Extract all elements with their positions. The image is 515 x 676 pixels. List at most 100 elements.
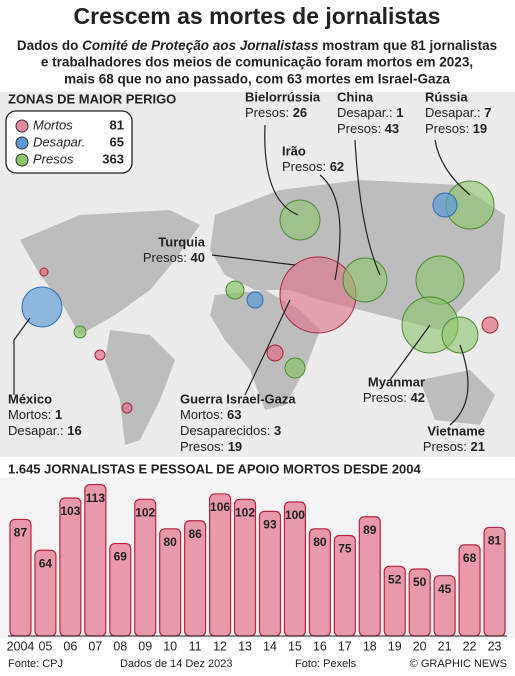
bar-value-label: 75	[338, 542, 352, 556]
subtitle: e trabalhadores dos meios de comunicação…	[41, 55, 473, 70]
callout-line: Presos: 21	[423, 439, 485, 454]
callout-line: Desaparecidos: 3	[180, 423, 281, 438]
bar-value-label: 86	[188, 527, 202, 541]
bar-value-label: 103	[60, 504, 80, 518]
bar	[59, 497, 82, 637]
callout-value: 19	[228, 439, 242, 454]
bubble	[415, 255, 465, 305]
callout-value: 62	[330, 159, 344, 174]
south-america	[105, 330, 175, 445]
callout-label: Presos:	[363, 390, 411, 405]
leader-lines	[13, 124, 471, 426]
x-tick-label: 06	[63, 639, 77, 653]
callout-value: 42	[411, 390, 425, 405]
x-tick-label: 2004	[7, 639, 35, 653]
x-tick-label: 09	[138, 639, 152, 653]
bubble	[94, 349, 106, 361]
callout-name: México	[8, 391, 52, 406]
callout-value: 7	[484, 105, 491, 120]
x-tick-label: 23	[488, 639, 502, 653]
bubble	[284, 357, 306, 379]
bubble	[432, 192, 458, 218]
callout-value: 21	[471, 439, 485, 454]
callout-label: Desaparecidos:	[180, 423, 274, 438]
legend-box	[5, 110, 133, 174]
bubble	[279, 199, 321, 241]
callout-line: Presos: 19	[425, 121, 487, 136]
north-america	[20, 210, 200, 335]
x-tick-label: 08	[113, 639, 127, 653]
credit: © GRAPHIC NEWS	[410, 658, 507, 670]
x-tick-label: 10	[163, 639, 177, 653]
legend-value: 363	[102, 151, 124, 166]
callout-label: Presos:	[337, 121, 385, 136]
subtitle: Dados do Comité de Proteção aos Jornalis…	[17, 38, 497, 53]
australia	[420, 370, 495, 425]
subtitle-part: mostram que 81 jornalistas	[319, 38, 498, 53]
legend-label: Mortos	[33, 117, 73, 132]
bar	[84, 483, 107, 637]
photo-credit: Foto: Pexels	[295, 658, 357, 670]
callout-label: Presos:	[180, 439, 228, 454]
callout-line: Presos: 26	[245, 105, 307, 120]
legend-label: Desapar.	[33, 134, 85, 149]
x-tick-label: 17	[338, 639, 352, 653]
callout-value: 26	[293, 105, 307, 120]
legend-label: Presos	[33, 151, 74, 166]
legend-swatch	[15, 119, 29, 133]
bubble	[246, 291, 264, 309]
callout-value: 1	[396, 105, 403, 120]
bar-value-label: 45	[438, 582, 452, 596]
subtitle-part: Dados do	[17, 38, 82, 53]
callout-name: China	[337, 89, 374, 104]
bar-value-label: 106	[210, 500, 230, 514]
x-tick-label: 16	[313, 639, 327, 653]
bar	[134, 498, 157, 637]
bar-value-label: 102	[135, 505, 155, 519]
bubble	[481, 316, 499, 334]
callout-name: Rússia	[425, 89, 468, 104]
bar	[208, 493, 232, 637]
bubble	[225, 280, 245, 300]
callout-line: Desapar.: 7	[425, 105, 492, 120]
bar-value-label: 87	[14, 526, 28, 540]
bubble	[73, 325, 87, 339]
callout-name: Vietname	[427, 423, 485, 438]
callout-name: Bielorrússia	[245, 89, 321, 104]
callout-label: Desapar.:	[337, 105, 396, 120]
callout-name: Turquia	[158, 234, 205, 249]
bar-chart: 87 2004 64 05 103 06 113 07 69 08 102 09 80 10 86 11 106…	[0, 478, 515, 653]
subtitle-part: Comité de Proteção aos Jornalistass	[82, 38, 319, 53]
bar-value-label: 69	[114, 550, 128, 564]
callout-value: 40	[191, 250, 205, 265]
callout-value: 16	[67, 423, 81, 438]
x-tick-label: 15	[288, 639, 302, 653]
legend-swatch	[15, 136, 29, 150]
callout-name: Irão	[282, 143, 306, 158]
callout-line: Mortos: 63	[180, 407, 241, 422]
callout-label: Presos:	[282, 159, 330, 174]
bubble	[21, 286, 63, 328]
callout-line: Presos: 42	[363, 390, 425, 405]
x-tick-label: 14	[263, 639, 277, 653]
map-heading: ZONAS DE MAIOR PERIGO	[8, 91, 176, 106]
x-tick-label: 13	[238, 639, 252, 653]
x-tick-label: 18	[363, 639, 377, 653]
x-tick-label: 12	[213, 639, 227, 653]
bar-value-label: 64	[39, 556, 53, 570]
chart-title: 1.645 JORNALISTAS E PESSOAL DE APOIO MOR…	[8, 461, 422, 476]
callout-line: Presos: 43	[337, 121, 399, 136]
callout-line: Desapar.: 1	[337, 105, 404, 120]
bar-value-label: 80	[313, 535, 327, 549]
bar-value-label: 50	[413, 575, 427, 589]
title: Crescem as mortes de jornalistas	[74, 3, 441, 29]
x-tick-label: 05	[38, 639, 52, 653]
callout-value: 3	[274, 423, 281, 438]
bar	[233, 498, 257, 637]
bar-value-label: 52	[388, 572, 402, 586]
source: Fonte: CPJ	[8, 658, 63, 670]
bubble	[266, 344, 284, 362]
bar-value-label: 100	[285, 508, 305, 522]
bubble	[39, 267, 49, 277]
